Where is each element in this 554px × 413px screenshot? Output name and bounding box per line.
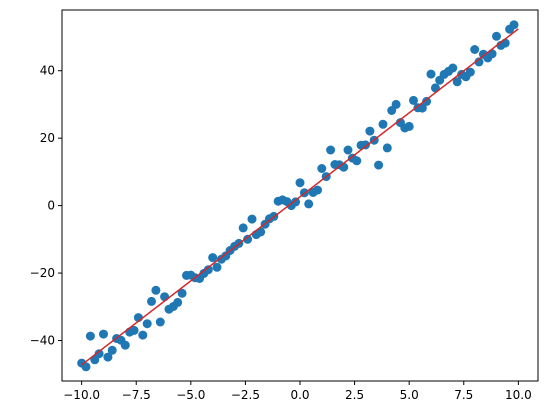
data-point-95 — [492, 31, 501, 41]
y-tick-label: 40 — [40, 64, 55, 78]
data-point-89 — [465, 67, 475, 77]
y-tick-label: 0 — [47, 199, 55, 213]
x-tick-label: −10.0 — [63, 388, 100, 402]
x-tick-label: −2.5 — [231, 388, 260, 402]
data-point-86 — [452, 77, 462, 87]
data-point-85 — [448, 63, 458, 73]
x-tick-label: 7.5 — [454, 388, 473, 402]
data-point-72 — [391, 99, 401, 109]
x-axis: −10.0 −7.5 −5.0 −2.5 0.0 2.5 5.0 7.5 10.0 — [63, 381, 532, 402]
x-tick-label: 10.0 — [505, 388, 532, 402]
data-point-61 — [343, 145, 353, 155]
data-point-38 — [243, 234, 253, 244]
data-point-52 — [304, 199, 314, 209]
data-point-29 — [203, 265, 213, 275]
data-point-15 — [142, 319, 152, 329]
data-point-12 — [129, 325, 139, 335]
data-point-68 — [374, 160, 384, 170]
data-point-79 — [422, 96, 432, 106]
y-axis: −40 −20 0 20 40 — [30, 64, 62, 348]
data-point-69 — [378, 119, 388, 129]
x-tick-label: 0.0 — [290, 388, 309, 402]
data-point-4 — [94, 349, 104, 359]
data-point-49 — [291, 197, 301, 207]
data-point-10 — [120, 340, 130, 350]
fit-line — [81, 28, 519, 366]
y-tick-label: 20 — [40, 131, 55, 145]
data-point-7 — [107, 345, 117, 355]
data-point-54 — [313, 185, 322, 195]
data-point-1 — [81, 362, 91, 372]
data-point-39 — [247, 214, 257, 224]
data-point-2 — [85, 331, 95, 341]
data-point-31 — [212, 262, 222, 272]
data-point-63 — [352, 156, 362, 166]
data-point-30 — [208, 253, 218, 263]
y-tick-label: −40 — [30, 334, 55, 348]
data-point-90 — [470, 45, 480, 54]
data-point-97 — [500, 38, 510, 48]
data-point-78 — [417, 103, 427, 113]
scatter-points — [77, 20, 519, 372]
data-point-17 — [151, 285, 161, 295]
data-point-80 — [426, 69, 436, 79]
data-point-37 — [238, 223, 248, 233]
data-point-6 — [103, 352, 113, 362]
data-point-18 — [155, 317, 165, 327]
data-point-76 — [409, 95, 418, 105]
data-point-22 — [173, 297, 183, 307]
data-point-70 — [382, 143, 392, 153]
data-point-99 — [509, 20, 519, 30]
data-point-16 — [147, 296, 156, 306]
y-tick-label: −20 — [30, 266, 55, 280]
data-point-66 — [365, 126, 375, 136]
x-tick-label: −7.5 — [122, 388, 151, 402]
data-point-65 — [361, 140, 370, 150]
data-point-50 — [295, 178, 305, 188]
x-tick-label: 5.0 — [400, 388, 419, 402]
data-point-57 — [326, 145, 336, 155]
data-point-5 — [99, 329, 108, 339]
data-point-55 — [317, 164, 327, 173]
fit-lines — [81, 28, 519, 366]
data-point-75 — [404, 121, 414, 131]
data-point-91 — [474, 57, 484, 67]
data-point-14 — [138, 330, 148, 340]
data-point-19 — [160, 292, 170, 302]
data-point-23 — [177, 288, 187, 298]
x-tick-label: −5.0 — [176, 388, 205, 402]
x-tick-label: 2.5 — [345, 388, 364, 402]
